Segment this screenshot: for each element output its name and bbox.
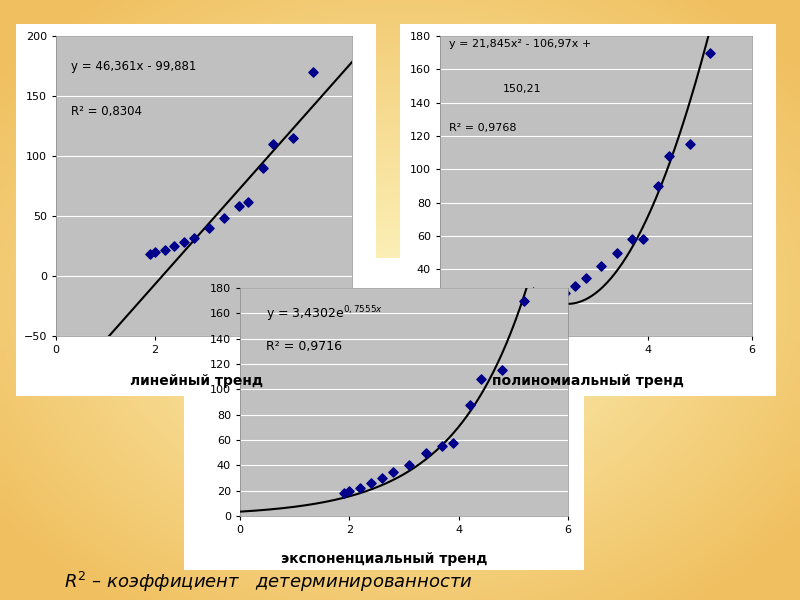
Point: [188, 233, 201, 242]
Point: [538, 298, 550, 307]
Text: R² = 0,9716: R² = 0,9716: [266, 340, 342, 353]
Point: [637, 235, 650, 244]
Point: [704, 48, 717, 58]
Point: [178, 238, 190, 247]
Point: [338, 488, 350, 498]
Point: [579, 273, 592, 283]
Point: [569, 281, 582, 291]
Point: [595, 261, 608, 271]
Point: [158, 245, 171, 254]
Text: экспоненциальный тренд: экспоненциальный тренд: [281, 552, 487, 566]
Point: [652, 181, 665, 191]
Point: [354, 484, 366, 493]
Text: R² = 0,9768: R² = 0,9768: [450, 123, 517, 133]
Text: полиномиальный тренд: полиномиальный тренд: [492, 374, 684, 388]
Point: [143, 250, 156, 259]
Point: [202, 223, 215, 233]
Point: [242, 197, 254, 206]
Point: [257, 163, 270, 173]
Point: [610, 248, 623, 257]
Text: R² = 0,8304: R² = 0,8304: [71, 105, 142, 118]
Point: [386, 467, 399, 476]
Point: [168, 241, 181, 251]
Text: y = 21,845x² - 106,97x +: y = 21,845x² - 106,97x +: [450, 39, 592, 49]
Point: [662, 151, 675, 161]
Point: [419, 448, 432, 457]
Text: y = 46,361x - 99,881: y = 46,361x - 99,881: [71, 60, 196, 73]
Point: [376, 473, 389, 483]
Point: [683, 140, 696, 149]
Point: [306, 67, 319, 77]
Text: линейный тренд: линейный тренд: [130, 374, 262, 388]
Text: 150,21: 150,21: [502, 84, 541, 94]
Point: [626, 235, 638, 244]
Point: [446, 438, 459, 448]
Point: [343, 486, 356, 496]
Point: [518, 296, 530, 305]
Text: $\it{R}^2$ – коэффициент   детерминированности: $\it{R}^2$ – коэффициент детерминированн…: [64, 570, 473, 594]
Point: [474, 374, 487, 384]
Point: [558, 288, 571, 298]
Point: [548, 295, 561, 304]
Text: y = 3,4302e$^{0,7555x}$: y = 3,4302e$^{0,7555x}$: [266, 304, 383, 323]
Point: [365, 478, 378, 488]
Point: [232, 202, 245, 211]
Point: [218, 214, 230, 223]
Point: [436, 442, 449, 451]
Point: [533, 298, 546, 307]
Point: [266, 139, 279, 149]
Point: [148, 247, 161, 257]
Point: [463, 400, 476, 409]
Point: [496, 365, 509, 375]
Point: [286, 133, 299, 143]
Point: [403, 461, 416, 470]
